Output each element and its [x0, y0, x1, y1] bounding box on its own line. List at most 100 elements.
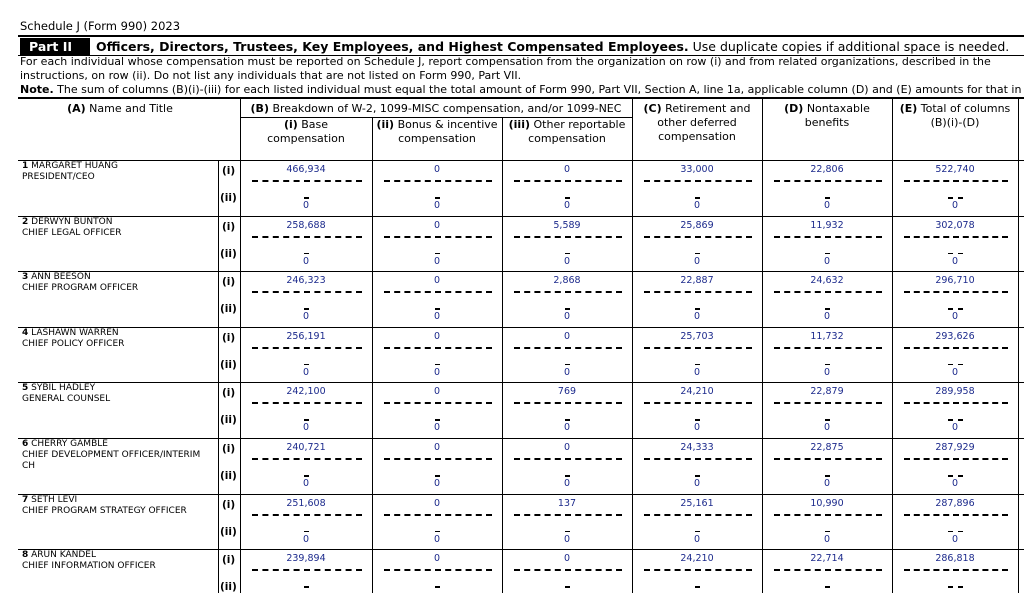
person-number: 8 — [22, 550, 29, 561]
dash-leader — [252, 458, 362, 460]
person: 4 LASHAWN WARREN CHIEF POLICY OFFICER — [22, 328, 216, 350]
cell-value: 22,806 — [810, 164, 844, 175]
column-rule — [632, 99, 633, 593]
cell-value: 0 — [433, 275, 441, 287]
col-text: Base compensation — [267, 118, 345, 145]
filler-mark — [304, 586, 309, 588]
person: 7 SETH LEVI CHIEF PROGRAM STRATEGY OFFICE… — [22, 495, 216, 517]
filler-mark — [304, 363, 309, 366]
cell-value: 22,714 — [810, 553, 844, 565]
cell-value: 239,894 — [286, 553, 326, 565]
part-heading: Officers, Directors, Trustees, Key Emplo… — [96, 38, 1009, 55]
filler-mark — [958, 252, 963, 255]
cell-value: 0 — [433, 442, 441, 453]
cell-value: 287,929 — [935, 442, 975, 453]
cell-value: 0 — [433, 330, 441, 342]
person-name: DERWYN BUNTON — [31, 216, 113, 227]
note: Note. The sum of columns (B)(i)-(iii) fo… — [20, 83, 1021, 97]
dash-leader — [252, 180, 362, 182]
dash-leader — [252, 235, 362, 238]
cell-value: 240,721 — [286, 442, 326, 453]
filler-mark — [695, 252, 700, 255]
dash-leader — [384, 291, 492, 294]
cell-value: 10,990 — [810, 497, 844, 509]
filler-mark — [825, 363, 830, 366]
filler-mark — [825, 252, 830, 255]
filler-mark — [948, 308, 953, 310]
cell-value: 0 — [563, 200, 571, 211]
column-rule — [372, 117, 373, 593]
person-number: 3 — [22, 272, 29, 283]
dash-leader — [514, 458, 622, 460]
cell-value: 0 — [433, 311, 441, 323]
cell-value: 0 — [302, 311, 310, 323]
cell-value: 0 — [823, 478, 831, 489]
filler-mark — [695, 308, 700, 310]
note-text: The sum of columns (B)(i)-(iii) for each… — [57, 83, 1022, 96]
cell-value: 0 — [433, 497, 441, 509]
col-text: Total of columns (B)(i)-(D) — [920, 102, 1011, 129]
person: 5 SYBIL HADLEY GENERAL COUNSEL — [22, 383, 216, 405]
dash-leader — [644, 291, 752, 294]
row-label: (i) — [222, 554, 236, 567]
filler-mark — [304, 197, 309, 199]
col-text: Breakdown of W-2, 1099-MISC compensation… — [272, 102, 622, 115]
person-title: PRESIDENT/CEO — [22, 172, 95, 182]
col-header: (E) Total of columns (B)(i)-(D) — [896, 102, 1014, 130]
column-rule — [762, 99, 763, 593]
person-title: CHIEF INFORMATION OFFICER — [22, 561, 156, 572]
dash-leader — [514, 180, 622, 182]
cell-value: 286,818 — [935, 553, 975, 565]
filler-mark — [948, 475, 953, 477]
dash-leader — [384, 235, 492, 238]
col-label: (ii) — [376, 118, 395, 131]
rule — [18, 382, 1024, 384]
cell-value: 0 — [823, 200, 831, 211]
filler-mark — [958, 197, 963, 199]
person: 2 DERWYN BUNTON CHIEF LEGAL OFFICER — [22, 217, 216, 239]
row-label: (i) — [222, 331, 236, 344]
column-rule — [1018, 99, 1019, 593]
col-label: (A) — [67, 102, 86, 115]
row-label: (ii) — [220, 414, 237, 427]
cell-value: 0 — [433, 366, 441, 378]
cell-value: 0 — [433, 164, 441, 175]
col-header: (D) Nontaxable benefits — [766, 102, 888, 130]
cell-value: 0 — [563, 330, 571, 342]
dash-leader — [384, 569, 492, 572]
dash-leader — [774, 180, 882, 182]
column-rule — [892, 99, 893, 593]
row-label: (i) — [222, 276, 236, 289]
cell-value: 293,626 — [935, 330, 975, 342]
person-number: 2 — [22, 216, 29, 227]
filler-mark — [958, 363, 963, 366]
part-title: Officers, Directors, Trustees, Key Emplo… — [96, 39, 689, 54]
filler-mark — [958, 586, 963, 588]
filler-mark — [304, 530, 309, 533]
filler-mark — [695, 530, 700, 533]
cell-value: 0 — [433, 533, 441, 545]
person: 3 ANN BEESON CHIEF PROGRAM OFFICER — [22, 272, 216, 294]
cell-value: 251,608 — [286, 497, 326, 509]
dash-leader — [384, 458, 492, 460]
dash-leader — [514, 346, 622, 349]
col-text: Bonus & incentive compensation — [397, 118, 498, 145]
rule — [18, 97, 1024, 99]
cell-value: 0 — [433, 255, 441, 267]
filler-mark — [435, 308, 440, 310]
person-number: 5 — [22, 383, 29, 394]
cell-value: 0 — [433, 478, 441, 489]
row-label: (ii) — [220, 581, 237, 593]
dash-leader — [252, 291, 362, 294]
person-title: CHIEF DEVELOPMENT OFFICER/INTERIM CH — [22, 450, 201, 471]
cell-value: 0 — [302, 422, 310, 434]
cell-value: 0 — [951, 200, 959, 211]
filler-mark — [695, 197, 700, 199]
row-label: (i) — [222, 498, 236, 511]
cell-value: 0 — [823, 255, 831, 267]
person-name: SYBIL HADLEY — [31, 383, 96, 394]
cell-value: 137 — [557, 497, 577, 509]
row-label: (i) — [222, 220, 236, 233]
cell-value: 769 — [557, 386, 577, 398]
